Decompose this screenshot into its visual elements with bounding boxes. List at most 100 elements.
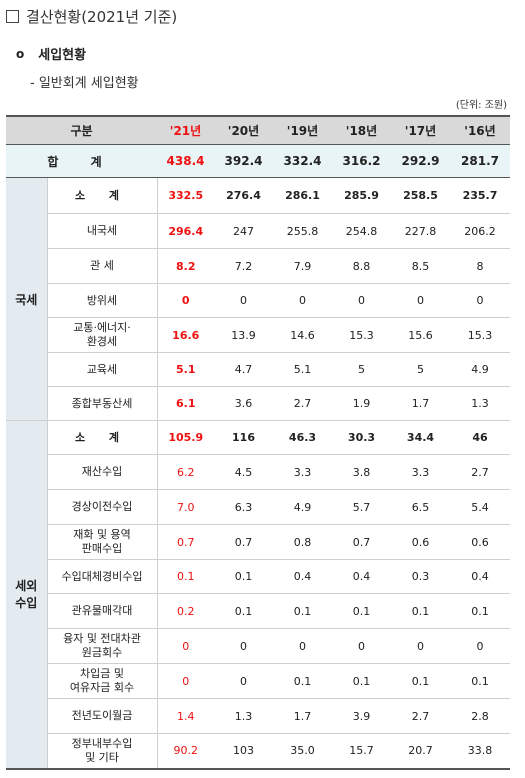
table-cell: 3.9	[332, 698, 391, 734]
table-cell: 1.4	[157, 698, 214, 734]
row-label: 수입대체경비수입	[47, 559, 158, 594]
table-cell: 6.1	[157, 386, 214, 421]
table-cell: 2.7	[391, 698, 450, 734]
table-row: 전년도이월금 1.4 1.3 1.7 3.9 2.7 2.8	[6, 698, 510, 734]
table-cell: 5.1	[273, 352, 332, 387]
row-label: 경상이전수입	[47, 489, 158, 525]
table-cell: 227.8	[391, 213, 450, 249]
table-cell: 0.6	[450, 524, 510, 560]
table-cell: 1.7	[391, 386, 450, 421]
table-cell: 13.9	[214, 317, 273, 353]
table-cell: 438.4	[157, 144, 214, 178]
table-cell: 258.5	[391, 177, 450, 214]
table-cell: 3.3	[273, 454, 332, 490]
subtotal-row: 세외 수입 소 계 105.9 116 46.3 30.3 34.4 46	[6, 420, 510, 770]
row-label: 관 세	[47, 248, 158, 284]
table-cell: 30.3	[332, 420, 391, 455]
table-cell: 0.4	[450, 559, 510, 594]
table-cell: 254.8	[332, 213, 391, 249]
table-cell: 4.9	[450, 352, 510, 387]
table-row: 정부내부수입 및 기타 90.2 103 35.0 15.7 20.7 33.8	[6, 733, 510, 770]
row-label: 종합부동산세	[47, 386, 158, 421]
table-cell: 0	[391, 628, 450, 664]
table-cell: 0.1	[450, 663, 510, 699]
row-label: 소 계	[47, 177, 158, 214]
table-cell: 15.6	[391, 317, 450, 353]
table-row: 교통·에너지· 환경세 16.6 13.9 14.6 15.3 15.6 15.3	[6, 317, 510, 353]
table-cell: 2.7	[273, 386, 332, 421]
table-cell: 1.9	[332, 386, 391, 421]
table-cell: 285.9	[332, 177, 391, 214]
table-cell: 7.0	[157, 489, 214, 525]
table-cell: 0.1	[273, 663, 332, 699]
table-row: 교육세 5.1 4.7 5.1 5 5 4.9	[6, 352, 510, 387]
table-cell: 0.6	[391, 524, 450, 560]
header-year: '19년	[273, 115, 332, 145]
table-cell: 0.1	[450, 593, 510, 629]
header-category: 구분	[6, 115, 157, 145]
table-cell: 1.7	[273, 698, 332, 734]
header-year: '16년	[450, 115, 510, 145]
table-cell: 316.2	[332, 144, 391, 178]
checkbox-icon	[6, 10, 19, 23]
table-cell: 0.1	[214, 593, 273, 629]
group-label: 세외 수입	[6, 420, 48, 770]
table-row: 방위세 0 0 0 0 0 0	[6, 283, 510, 318]
table-cell: 0.4	[332, 559, 391, 594]
revenue-table: 구분 '21년 '20년 '19년 '18년 '17년 '16년 합 계 438…	[6, 115, 510, 770]
table-cell: 332.5	[157, 177, 214, 214]
table-cell: 6.2	[157, 454, 214, 490]
table-row: 융자 및 전대차관 원금회수 0 0 0 0 0 0	[6, 628, 510, 664]
table-row: 관 세 8.2 7.2 7.9 8.8 8.5 8	[6, 248, 510, 284]
table-cell: 0	[157, 283, 214, 318]
table-cell: 5.7	[332, 489, 391, 525]
table-cell: 46.3	[273, 420, 332, 455]
header-year: '18년	[332, 115, 391, 145]
table-cell: 0	[391, 283, 450, 318]
table-cell: 0.1	[391, 593, 450, 629]
table-cell: 8.5	[391, 248, 450, 284]
table-cell: 3.3	[391, 454, 450, 490]
table-cell: 6.5	[391, 489, 450, 525]
table-cell: 0.8	[273, 524, 332, 560]
table-cell: 0	[273, 283, 332, 318]
table-cell: 0.1	[332, 663, 391, 699]
table-cell: 0.1	[214, 559, 273, 594]
table-cell: 8.2	[157, 248, 214, 284]
table-row: 재산수입 6.2 4.5 3.3 3.8 3.3 2.7	[6, 454, 510, 490]
subsection-title: - 일반회계 세입현황	[30, 76, 139, 91]
table-cell: 206.2	[450, 213, 510, 249]
table-cell: 0.1	[391, 663, 450, 699]
table-cell: 276.4	[214, 177, 273, 214]
row-label: 관유물매각대	[47, 593, 158, 629]
total-label: 합 계	[6, 144, 157, 178]
unit-label: (단위: 조원)	[455, 100, 507, 111]
table-cell: 2.7	[450, 454, 510, 490]
table-cell: 34.4	[391, 420, 450, 455]
table-cell: 255.8	[273, 213, 332, 249]
table-row: 관유물매각대 0.2 0.1 0.1 0.1 0.1 0.1	[6, 593, 510, 629]
table-cell: 7.2	[214, 248, 273, 284]
table-cell: 0	[157, 663, 214, 699]
table-row: 내국세 296.4 247 255.8 254.8 227.8 206.2	[6, 213, 510, 249]
table-cell: 0.7	[214, 524, 273, 560]
table-header-row: 구분 '21년 '20년 '19년 '18년 '17년 '16년	[6, 115, 510, 145]
total-row: 합 계 438.4 392.4 332.4 316.2 292.9 281.7	[6, 144, 510, 178]
row-label: 소 계	[47, 420, 158, 455]
table-cell: 0	[214, 628, 273, 664]
table-cell: 2.8	[450, 698, 510, 734]
table-cell: 33.8	[450, 733, 510, 770]
table-row: 차입금 및 여유자금 회수 0 0 0.1 0.1 0.1 0.1	[6, 663, 510, 699]
table-cell: 7.9	[273, 248, 332, 284]
page-title-row: 결산현황(2021년 기준)	[6, 6, 177, 27]
table-cell: 286.1	[273, 177, 332, 214]
header-year: '21년	[157, 115, 214, 145]
table-cell: 392.4	[214, 144, 273, 178]
table-cell: 103	[214, 733, 273, 770]
table-cell: 5	[391, 352, 450, 387]
table-cell: 0	[214, 283, 273, 318]
section-title: 세입현황	[38, 48, 87, 63]
circle-bullet-icon: o	[16, 46, 25, 61]
table-cell: 1.3	[450, 386, 510, 421]
row-label: 융자 및 전대차관 원금회수	[47, 628, 158, 664]
